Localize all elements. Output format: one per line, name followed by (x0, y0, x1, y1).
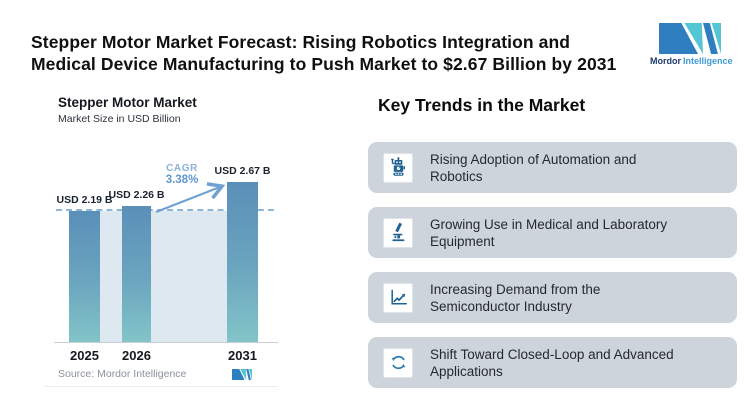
source-note: Source: Mordor Intelligence (58, 368, 187, 380)
brand-logo: Mordor Intelligence (650, 23, 733, 66)
bar-2026 (122, 206, 151, 342)
cagr-label: CAGR (166, 163, 198, 174)
trend-text: Increasing Demand from the Semiconductor … (430, 281, 601, 314)
trend-text: Growing Use in Medical and Laboratory Equ… (430, 216, 668, 249)
trend-icon-box (383, 152, 413, 183)
cagr-arrow-icon (155, 182, 226, 214)
trends-heading: Key Trends in the Market (378, 95, 586, 115)
plot-background-band (69, 210, 258, 342)
bar-value-label: USD 2.26 B (108, 189, 165, 202)
cagr-value: 3.38% (165, 174, 199, 186)
bar-2025 (69, 210, 100, 342)
main-title-line-1: Stepper Motor Market Forecast: Rising Ro… (31, 31, 571, 52)
line-chart-icon (390, 289, 407, 305)
trend-card: Growing Use in Medical and Laboratory Equ… (368, 207, 737, 258)
chart-title: Stepper Motor Market (58, 95, 197, 110)
x-tick-2031: 2031 (228, 348, 257, 363)
main-title: Stepper Motor Market Forecast: Rising Ro… (31, 31, 691, 75)
bar-value-label: USD 2.67 B (214, 164, 271, 177)
brand-name-secondary: Intelligence (683, 56, 733, 66)
key-trends-panel: Key Trends in the Market Rising Adoption… (368, 95, 737, 388)
mordor-intelligence-logo-icon (659, 23, 721, 54)
brand-name-primary: Mordor (650, 56, 681, 66)
mordor-intelligence-logo-icon (232, 368, 252, 380)
trend-icon-box (383, 282, 413, 313)
trend-icon-box (383, 347, 413, 378)
x-tick-2026: 2026 (122, 348, 151, 363)
trend-text: Shift Toward Closed-Loop and Advanced App… (430, 346, 674, 379)
x-axis-line (54, 342, 278, 343)
microscope-icon (391, 222, 404, 242)
bar-value-label: USD 2.19 B (56, 193, 113, 206)
trend-text: Rising Adoption of Automation and Robotic… (430, 151, 637, 184)
bar-2031 (227, 181, 258, 342)
trend-icon-box (383, 217, 413, 248)
brand-name: Mordor Intelligence (650, 56, 733, 66)
trend-card: Rising Adoption of Automation and Robotic… (368, 142, 737, 193)
plot-area: CAGR 3.38% USD 2.19 B 2025 USD 2.26 B 2026 U… (54, 160, 278, 363)
chart-subtitle: Market Size in USD Billion (58, 113, 181, 125)
closed-loop-icon (390, 355, 406, 370)
robot-icon (390, 157, 405, 177)
trend-card: Shift Toward Closed-Loop and Advanced App… (368, 337, 737, 388)
main-title-line-2: Medical Device Manufacturing to Push Mar… (31, 53, 617, 74)
trend-card: Increasing Demand from the Semiconductor … (368, 272, 737, 323)
chart-footer: Source: Mordor Intelligence (58, 368, 252, 380)
market-size-figure: Stepper Motor Market Market Size in USD … (44, 92, 278, 387)
trend-list: Rising Adoption of Automation and Robotic… (368, 142, 737, 388)
x-tick-2025: 2025 (70, 348, 99, 363)
cagr-annotation: CAGR 3.38% (166, 163, 199, 186)
